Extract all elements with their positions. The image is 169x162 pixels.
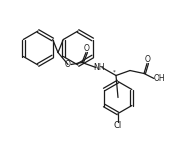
- Text: OH: OH: [153, 74, 165, 83]
- Text: O: O: [145, 55, 151, 64]
- Text: Cl: Cl: [114, 121, 122, 130]
- Text: *: *: [113, 70, 115, 75]
- Text: O: O: [65, 60, 71, 69]
- Text: NH: NH: [93, 63, 105, 72]
- Text: O: O: [84, 44, 90, 53]
